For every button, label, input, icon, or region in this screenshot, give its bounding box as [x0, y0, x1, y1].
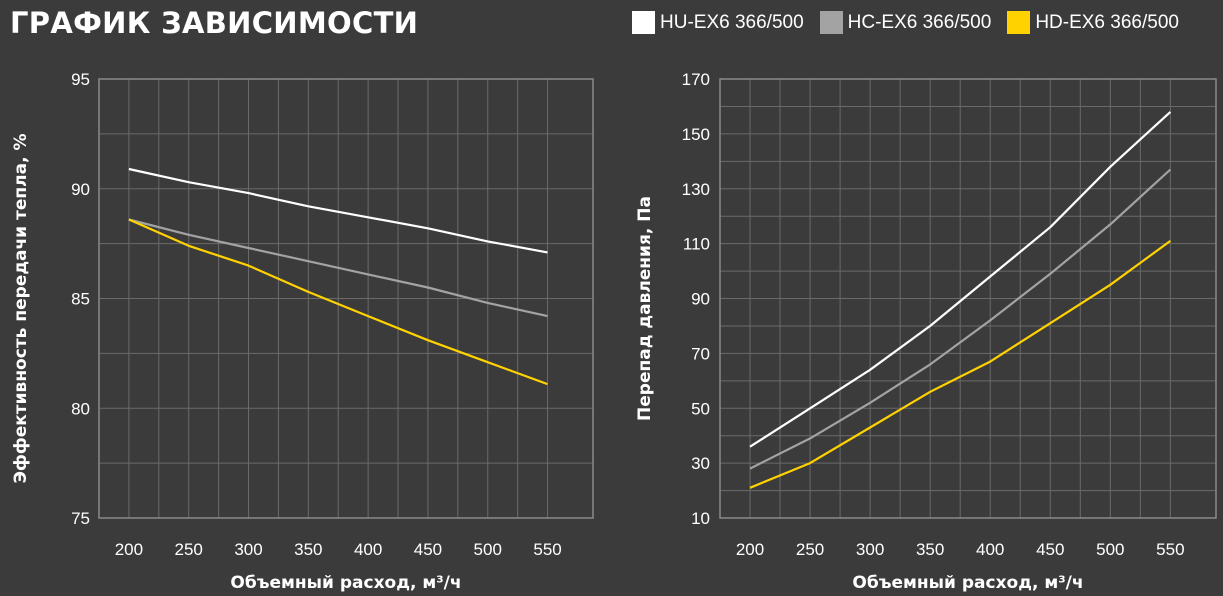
legend-swatch-hd	[1007, 11, 1031, 34]
x-tick-label: 300	[856, 540, 884, 559]
legend-swatch-hc	[819, 11, 843, 34]
series-line-hu	[128, 167, 548, 254]
series-line-hd	[749, 240, 1172, 489]
efficiency-chart: 95 90 85 80 75 200 250 300 350 400 450 500 550 Эффект…	[11, 70, 594, 593]
x-tick-label: 500	[1096, 540, 1124, 559]
y-tick-label: 70	[691, 344, 710, 363]
legend-item-hc: HC-EX6 366/500	[819, 11, 992, 34]
legend-label-hd: HD-EX6 366/500	[1035, 11, 1179, 33]
y-axis-title: Перепад давления, Па	[635, 196, 655, 421]
y-axis-title: Эффективность передачи тепла, %	[11, 134, 31, 484]
x-tick-label: 350	[294, 540, 322, 559]
y-tick-label: 10	[691, 509, 710, 528]
grid	[720, 78, 1216, 519]
x-tick-label: 550	[533, 540, 561, 559]
legend-swatch-hu	[632, 11, 655, 34]
y-tick-label: 50	[691, 399, 710, 418]
series-line-hu	[749, 111, 1172, 448]
y-tick-label: 150	[682, 125, 710, 144]
legend-label-hu: HU-EX6 366/500	[660, 11, 804, 33]
y-tick-label: 30	[691, 454, 710, 473]
plot-frame	[719, 78, 1217, 519]
x-tick-label: 400	[354, 540, 382, 559]
grid	[99, 78, 593, 519]
series-line-hd	[128, 218, 548, 386]
y-tick-label: 75	[71, 509, 90, 528]
x-tick-label: 250	[796, 540, 824, 559]
x-tick-label: 200	[736, 540, 764, 559]
y-tick-label: 90	[691, 290, 710, 309]
y-tick-label: 85	[71, 290, 90, 309]
x-tick-label: 250	[175, 540, 203, 559]
x-axis-title: Объемный расход, м³/ч	[230, 573, 461, 593]
x-tick-label: 550	[1156, 540, 1184, 559]
y-tick-label: 110	[683, 235, 710, 254]
y-tick-label: 90	[71, 180, 90, 199]
legend-item-hd: HD-EX6 366/500	[1007, 11, 1179, 34]
x-tick-label: 450	[1036, 540, 1064, 559]
legend-label-hc: HC-EX6 366/500	[847, 11, 992, 33]
page-title: ГРАФИК ЗАВИСИМОСТИ	[10, 6, 419, 40]
series-line-hc	[128, 218, 548, 318]
x-tick-label: 300	[234, 540, 262, 559]
legend-item-hu: HU-EX6 366/500	[632, 11, 804, 34]
plot-frame	[98, 78, 594, 519]
x-tick-label: 400	[976, 540, 1004, 559]
x-tick-label: 500	[474, 540, 502, 559]
pressure-drop-chart: 170 150 130 110 90 70 50 30 10 200 250 300 350 400 450…	[635, 70, 1217, 593]
y-tick-label: 130	[682, 180, 710, 199]
series-line-hc	[749, 168, 1172, 470]
legend: HU-EX6 366/500 HC-EX6 366/500 HD-EX6 366…	[632, 11, 1179, 34]
x-tick-label: 200	[115, 540, 143, 559]
y-tick-label: 170	[682, 70, 710, 89]
y-tick-label: 80	[71, 399, 90, 418]
x-axis-title: Объемный расход, м³/ч	[852, 573, 1083, 593]
x-tick-label: 350	[916, 540, 944, 559]
y-tick-label: 95	[71, 70, 90, 89]
x-tick-label: 450	[414, 540, 442, 559]
